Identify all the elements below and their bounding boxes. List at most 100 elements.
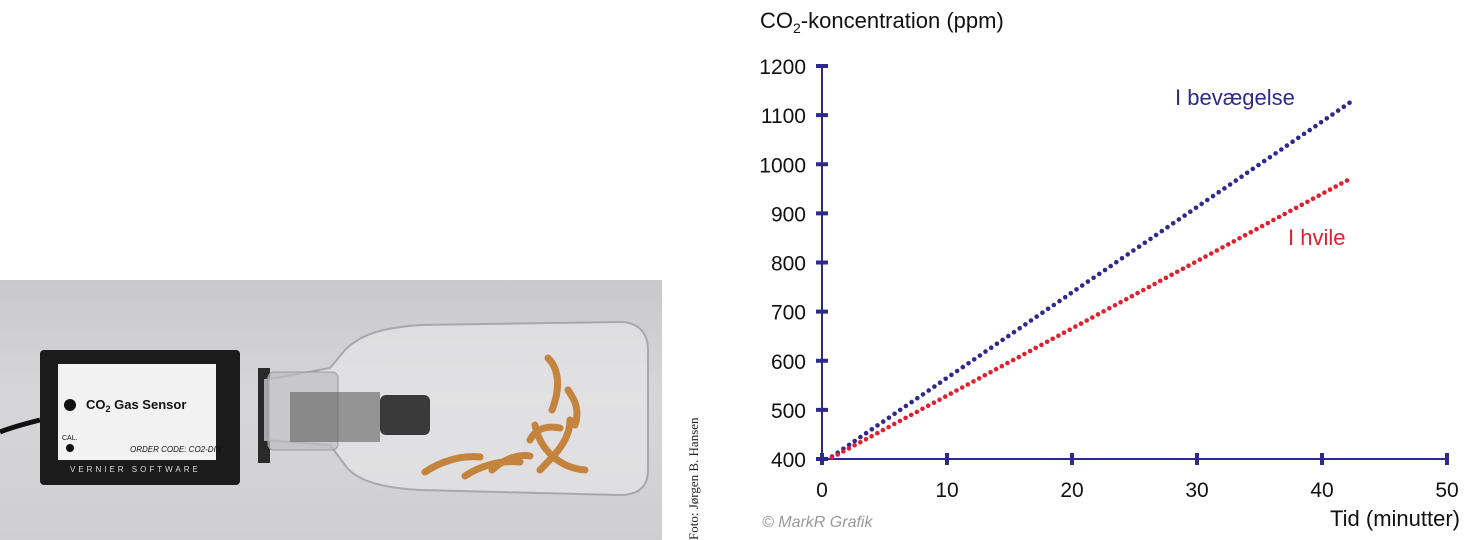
data-point	[1347, 100, 1352, 106]
data-point	[920, 392, 926, 397]
data-point	[1027, 348, 1033, 354]
data-point	[863, 430, 869, 436]
photo-credit: Foto: Jørgen B. Hansen	[668, 320, 701, 540]
data-point	[1000, 337, 1005, 343]
photo-illustration: CO2 Gas Sensor ORDER CODE: CO2-DIN CAL. …	[0, 320, 649, 497]
data-point	[999, 363, 1005, 369]
data-point	[1316, 193, 1321, 198]
data-point	[1153, 232, 1159, 238]
data-point	[1256, 162, 1261, 168]
data-point	[1091, 275, 1096, 281]
y-tick-label: 1000	[759, 154, 806, 177]
data-point	[1097, 271, 1102, 277]
sensor-photo: CO2 Gas Sensor ORDER CODE: CO2-DIN CAL. …	[0, 280, 662, 540]
data-point	[835, 452, 840, 457]
data-point	[892, 421, 897, 427]
data-point	[1095, 312, 1101, 317]
data-point	[994, 341, 1000, 347]
data-point	[1227, 182, 1233, 187]
copyright: © MarkR Grafik	[762, 514, 873, 531]
data-point	[1220, 245, 1225, 250]
data-point	[1051, 302, 1057, 308]
data-point	[1039, 342, 1044, 348]
data-point	[1056, 333, 1061, 339]
data-point	[1131, 248, 1136, 253]
data-point	[1265, 220, 1271, 226]
data-point	[1242, 233, 1248, 238]
data-point	[1006, 333, 1011, 339]
data-point	[1067, 327, 1072, 333]
data-point	[846, 446, 852, 451]
data-point	[1165, 224, 1170, 230]
data-point	[1180, 266, 1186, 272]
data-point	[1279, 147, 1284, 152]
data-point	[869, 433, 874, 439]
series-moving	[829, 100, 1352, 459]
data-point	[920, 406, 925, 412]
data-point	[1057, 298, 1062, 304]
data-point	[1062, 294, 1068, 300]
data-point	[1129, 293, 1135, 299]
sensor-cable	[0, 417, 41, 435]
series-resting	[829, 178, 1350, 460]
data-point	[903, 403, 909, 409]
data-point	[1022, 351, 1027, 357]
data-point	[897, 418, 903, 424]
y-tick-label: 400	[771, 449, 806, 472]
data-point	[1237, 236, 1242, 241]
data-point	[1248, 229, 1254, 235]
data-point	[1231, 239, 1237, 244]
data-point	[943, 376, 948, 382]
data-point	[1023, 322, 1028, 327]
data-point	[966, 361, 971, 366]
data-point	[1050, 336, 1055, 342]
data-point	[1033, 345, 1038, 351]
data-point	[1114, 259, 1119, 265]
data-point	[954, 368, 960, 374]
data-point	[1090, 315, 1095, 320]
data-point	[1330, 112, 1335, 117]
data-point	[1290, 139, 1295, 144]
data-point	[925, 403, 931, 409]
data-point	[1318, 120, 1324, 125]
data-point	[1135, 290, 1140, 296]
data-point	[1034, 314, 1039, 319]
data-point	[1210, 193, 1216, 199]
data-point	[1261, 158, 1267, 164]
data-point	[1259, 223, 1265, 229]
data-point	[1341, 104, 1347, 109]
data-point	[1176, 217, 1182, 222]
y-axis-title: CO2-koncentration (ppm)	[760, 8, 1004, 36]
data-point	[1193, 205, 1199, 211]
data-point	[1085, 279, 1091, 284]
data-point	[932, 384, 937, 389]
data-point	[1108, 263, 1113, 269]
data-point	[983, 349, 988, 354]
data-point	[1170, 221, 1176, 226]
data-point	[1005, 360, 1010, 366]
co2-chart: CO2-koncentration (ppm) 4005006007008009…	[759, 8, 1460, 531]
data-point	[1112, 303, 1118, 308]
data-point	[1307, 127, 1312, 133]
data-point	[1299, 202, 1304, 208]
data-point	[1125, 252, 1130, 257]
data-point	[977, 353, 983, 358]
data-point	[1124, 296, 1129, 302]
x-tick-label: 50	[1435, 479, 1458, 502]
data-point	[908, 412, 914, 418]
data-point	[1233, 178, 1239, 183]
cal-label: CAL.	[62, 435, 78, 442]
data-point	[931, 400, 937, 406]
data-point	[1301, 131, 1307, 137]
data-point	[1136, 244, 1142, 249]
data-point	[909, 399, 914, 405]
data-point	[903, 415, 908, 421]
data-point	[1273, 151, 1278, 156]
x-tick-label: 40	[1310, 479, 1333, 502]
data-point	[960, 364, 966, 370]
data-point	[1142, 240, 1148, 246]
data-point	[1199, 201, 1204, 207]
series-label-moving: I bevægelse	[1175, 85, 1295, 110]
data-point	[1010, 357, 1016, 363]
bottle	[264, 320, 649, 497]
